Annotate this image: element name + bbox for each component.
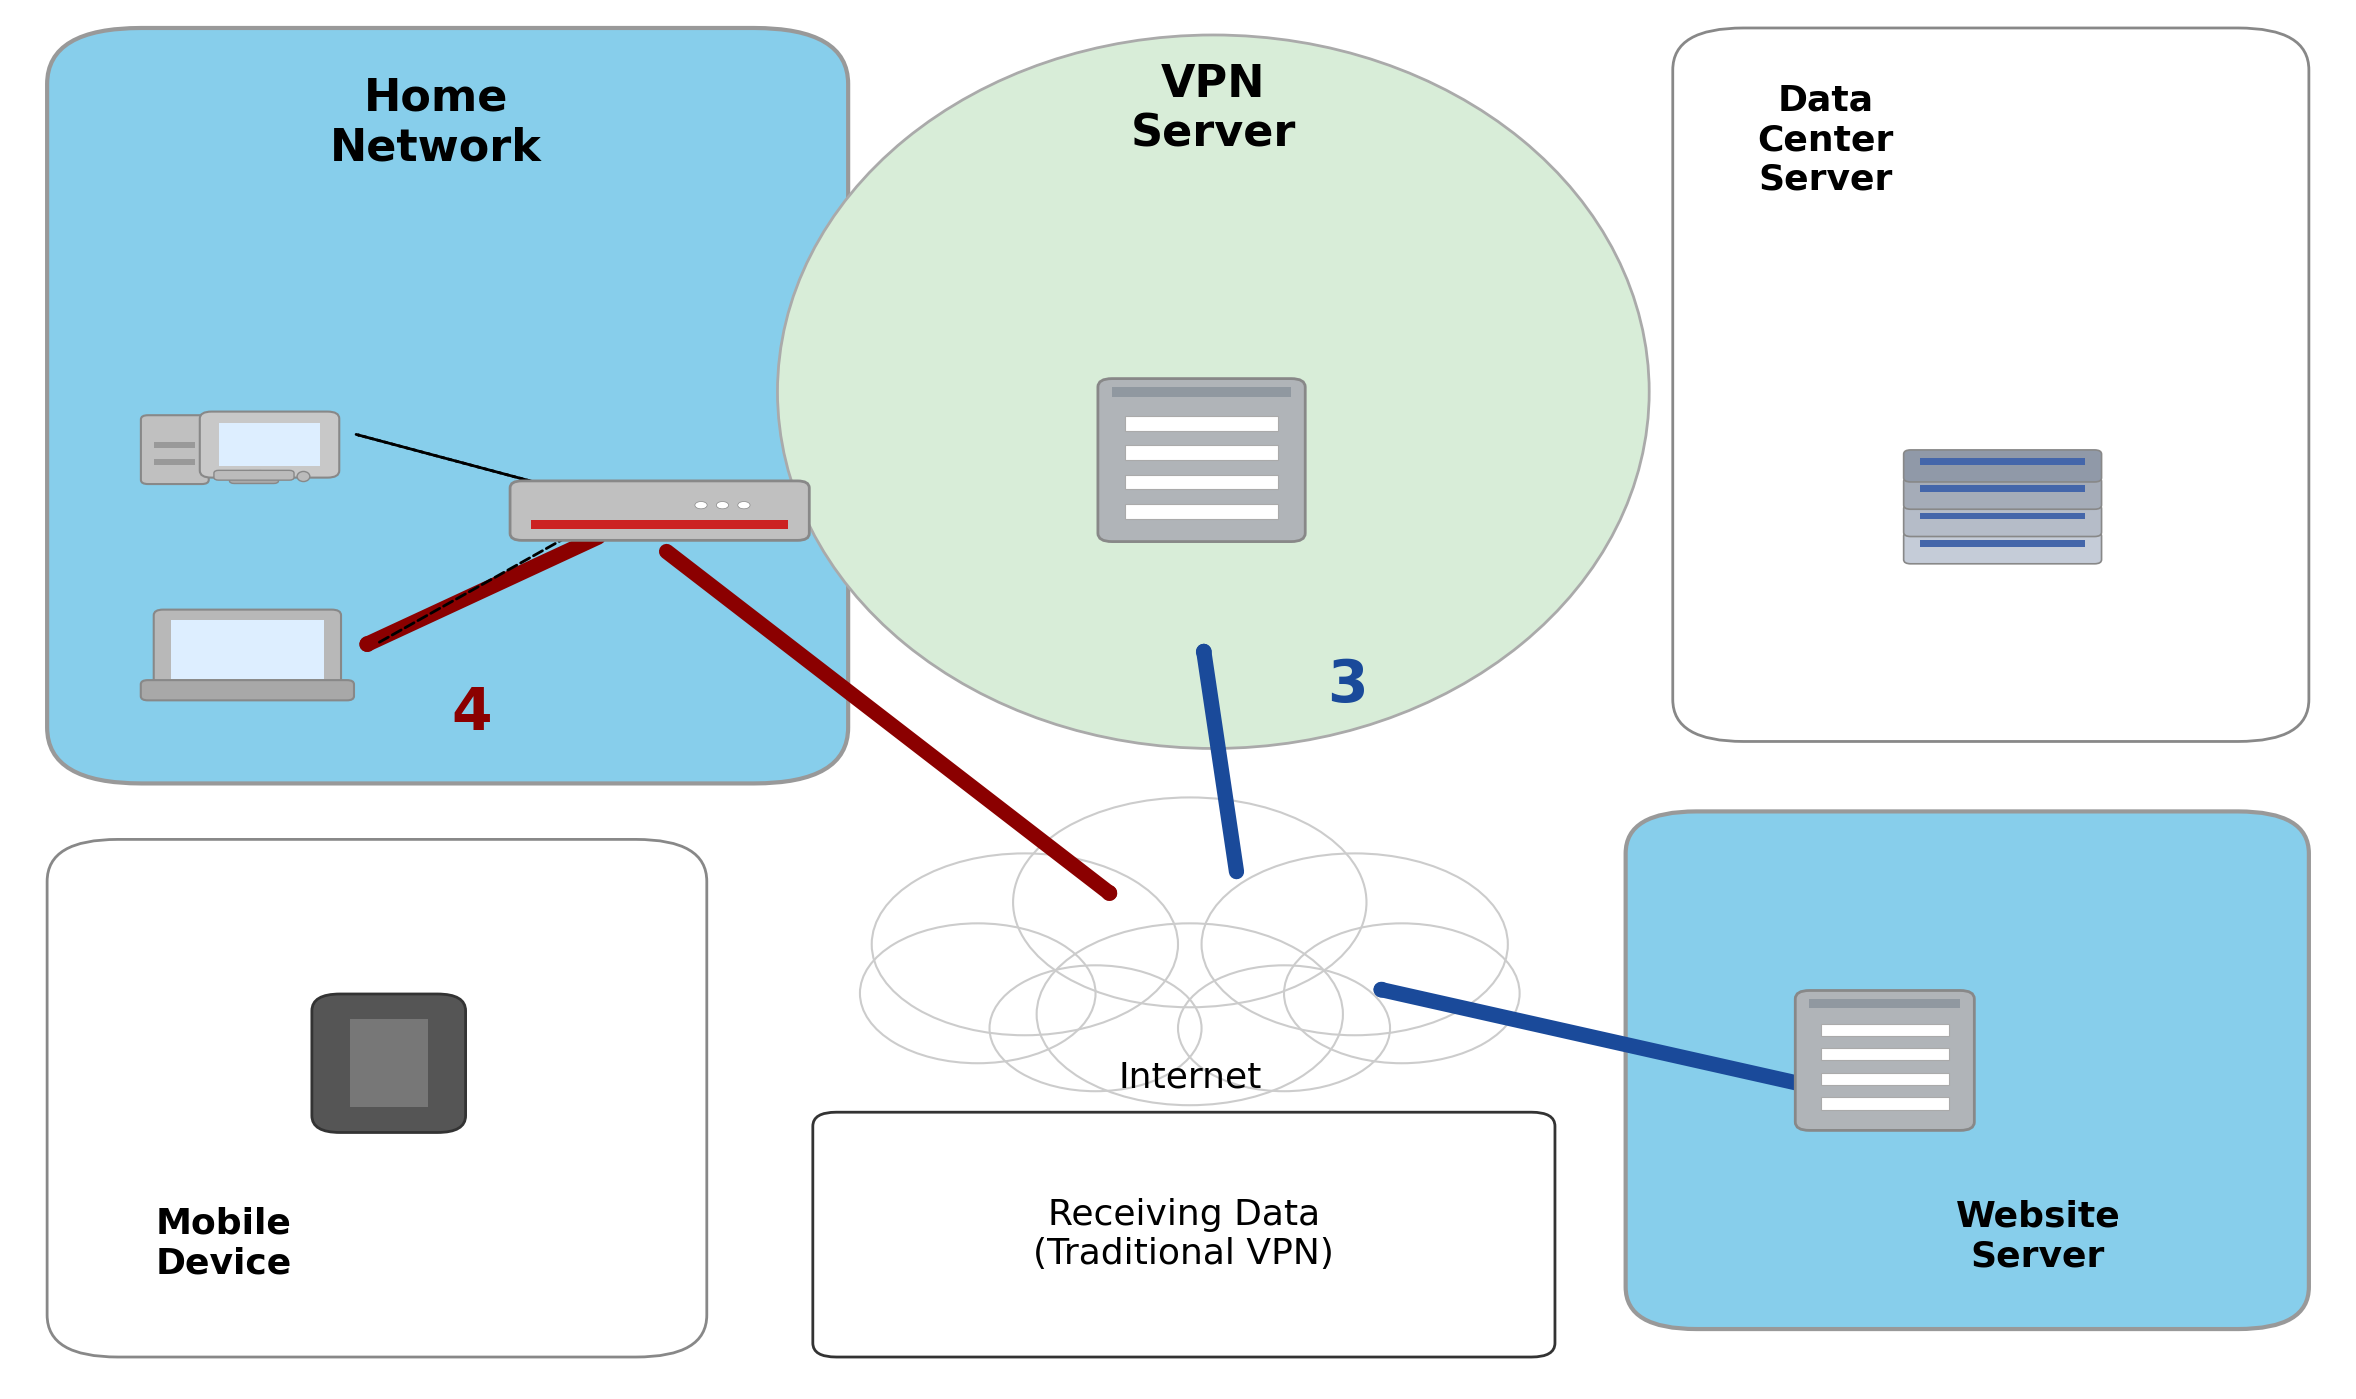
FancyBboxPatch shape [1126,445,1277,460]
Text: VPN
Server: VPN Server [1131,63,1296,155]
Circle shape [1202,853,1508,1035]
Circle shape [1284,923,1520,1063]
Ellipse shape [777,35,1649,748]
Polygon shape [245,470,262,477]
FancyBboxPatch shape [1098,379,1305,541]
FancyBboxPatch shape [311,993,466,1133]
FancyBboxPatch shape [1126,504,1277,519]
Circle shape [1013,797,1366,1007]
FancyBboxPatch shape [229,473,278,484]
FancyBboxPatch shape [1821,1097,1948,1109]
Circle shape [990,965,1202,1091]
Text: Website
Server: Website Server [1955,1200,2120,1273]
FancyBboxPatch shape [1809,999,1960,1007]
FancyBboxPatch shape [1821,1024,1948,1035]
FancyBboxPatch shape [1673,28,2309,741]
FancyBboxPatch shape [1821,1073,1948,1086]
FancyBboxPatch shape [1920,457,2085,464]
FancyBboxPatch shape [1904,532,2102,564]
Text: Receiving Data
(Traditional VPN): Receiving Data (Traditional VPN) [1034,1198,1333,1272]
Circle shape [872,853,1178,1035]
FancyBboxPatch shape [1920,540,2085,547]
FancyBboxPatch shape [153,610,342,690]
FancyBboxPatch shape [1126,474,1277,490]
FancyBboxPatch shape [1795,990,1974,1130]
Circle shape [1037,923,1343,1105]
Circle shape [695,502,707,509]
FancyBboxPatch shape [141,680,353,701]
FancyBboxPatch shape [511,481,810,540]
FancyBboxPatch shape [1904,477,2102,509]
Text: Mobile
Device: Mobile Device [155,1207,292,1280]
FancyBboxPatch shape [1821,1048,1948,1060]
FancyBboxPatch shape [170,620,325,679]
Circle shape [860,923,1096,1063]
FancyBboxPatch shape [813,1112,1555,1357]
FancyBboxPatch shape [219,422,320,466]
FancyBboxPatch shape [530,520,789,529]
FancyBboxPatch shape [47,28,848,783]
Text: Internet: Internet [1119,1060,1260,1094]
FancyBboxPatch shape [1920,512,2085,519]
Circle shape [737,502,749,509]
FancyBboxPatch shape [1920,485,2085,492]
Ellipse shape [297,471,309,481]
Text: Home
Network: Home Network [330,77,542,169]
Text: Data
Center
Server: Data Center Server [1758,84,1894,197]
Text: 4: 4 [450,686,492,741]
FancyBboxPatch shape [141,416,210,484]
FancyBboxPatch shape [155,442,196,448]
FancyBboxPatch shape [1112,388,1291,397]
Text: 3: 3 [1326,658,1369,713]
Circle shape [716,502,728,509]
FancyBboxPatch shape [214,470,294,480]
FancyBboxPatch shape [1904,450,2102,483]
FancyBboxPatch shape [349,1020,429,1107]
Circle shape [1178,965,1390,1091]
FancyBboxPatch shape [200,411,339,477]
FancyBboxPatch shape [1126,417,1277,431]
FancyBboxPatch shape [155,459,196,464]
FancyBboxPatch shape [47,839,707,1357]
FancyBboxPatch shape [1904,505,2102,537]
FancyBboxPatch shape [1626,811,2309,1329]
